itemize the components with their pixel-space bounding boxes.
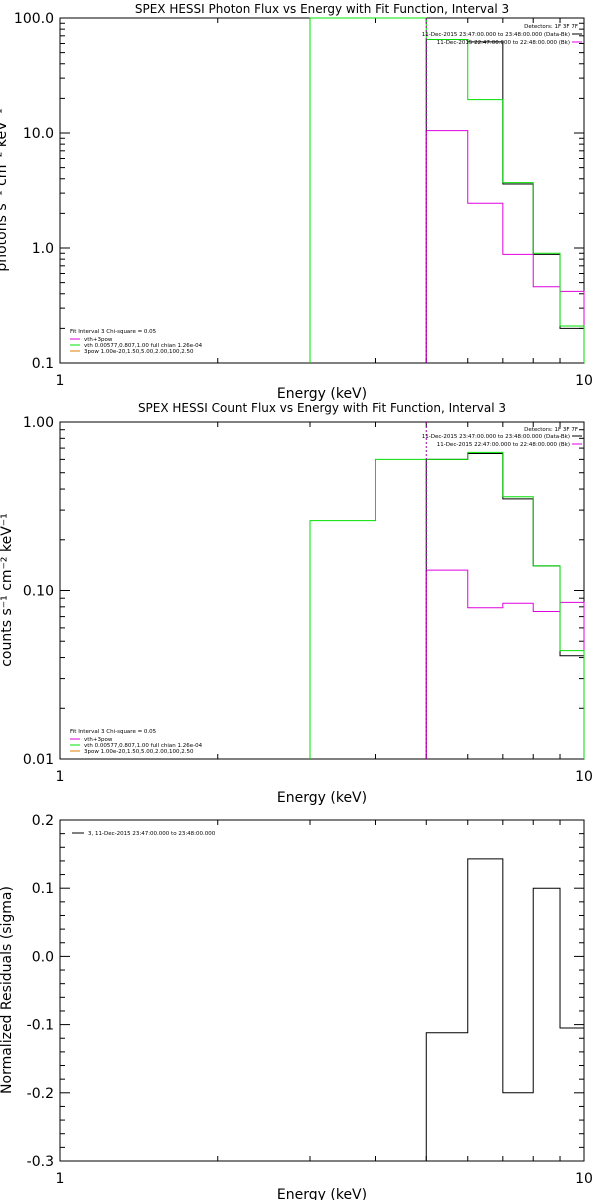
series-magenta-line bbox=[425, 569, 585, 759]
y-axis-label: photons s⁻¹ cm⁻² keV⁻¹ bbox=[0, 108, 10, 271]
info-line: Detectors: 1F 3F 7F bbox=[524, 24, 578, 30]
info-box: Detectors: 1F 3F 7F 11-Dec-2015 23:47:00… bbox=[422, 24, 582, 46]
y-tick-label: 0.2 bbox=[32, 813, 54, 829]
data-series bbox=[309, 17, 585, 363]
residuals-panel: Energy (keV) Normalized Residuals (sigma… bbox=[0, 813, 593, 1200]
info-line: 11-Dec-2015 23:47:00.000 to 23:48:00.000… bbox=[422, 434, 570, 440]
plot-frame bbox=[59, 421, 585, 760]
legend-line: 3pow 1.00e-20,1.50,5.00,2.00,100,2.50 bbox=[84, 349, 194, 355]
series-magenta-line bbox=[425, 130, 585, 363]
y-axis-label: Normalized Residuals (sigma) bbox=[0, 886, 15, 1094]
y-tick-label: -0.3 bbox=[27, 1154, 54, 1170]
plot-frame bbox=[59, 819, 585, 1162]
x-tick-label: 1 bbox=[56, 373, 65, 389]
count-flux-panel: SPEX HESSI Count Flux vs Energy with Fit… bbox=[0, 401, 593, 806]
x-tick-label: 1 bbox=[56, 1171, 65, 1187]
legend-line: Fit Interval 3 Chi-square = 0.05 bbox=[70, 329, 157, 335]
y-tick-label: 100.0 bbox=[14, 11, 54, 27]
fit-legend: Fit Interval 3 Chi-square = 0.05 vth+3po… bbox=[70, 729, 203, 755]
x-tick-label: 10 bbox=[575, 769, 593, 785]
y-tick-label: -0.2 bbox=[27, 1086, 54, 1102]
axis-ticks: 1 10 0.01 0.10 1.00 bbox=[23, 415, 593, 785]
x-axis-label: Energy (keV) bbox=[277, 1187, 367, 1200]
axis-ticks: 1 10 0.1 1.0 10.0 100.0 bbox=[14, 11, 593, 389]
y-tick-label: 0.01 bbox=[23, 752, 54, 768]
x-tick-label: 10 bbox=[575, 373, 593, 389]
y-tick-label: 10.0 bbox=[23, 126, 54, 142]
x-tick-label: 1 bbox=[56, 769, 65, 785]
y-tick-label: 0.0 bbox=[32, 949, 54, 965]
y-tick-label: 0.1 bbox=[32, 881, 54, 897]
data-series bbox=[425, 858, 585, 1161]
chart-title: SPEX HESSI Photon Flux vs Energy with Fi… bbox=[135, 2, 509, 16]
photon-flux-panel: SPEX HESSI Photon Flux vs Energy with Fi… bbox=[0, 2, 593, 402]
fit-legend: Fit Interval 3 Chi-square = 0.05 vth+3po… bbox=[70, 329, 203, 355]
x-axis-label: Energy (keV) bbox=[277, 386, 367, 402]
legend-line: 3, 11-Dec-2015 23:47:00.000 to 23:48:00.… bbox=[88, 831, 216, 837]
residual-legend: 3, 11-Dec-2015 23:47:00.000 to 23:48:00.… bbox=[72, 831, 216, 837]
series-black-line bbox=[425, 858, 585, 1161]
x-tick-label: 10 bbox=[575, 1171, 593, 1187]
series-green-line bbox=[309, 17, 585, 363]
axis-ticks: 1 10 -0.3 -0.2 -0.1 0.0 0.1 0.2 bbox=[27, 813, 593, 1187]
legend-line: Fit Interval 3 Chi-square = 0.05 bbox=[70, 729, 157, 735]
info-line: 11-Dec-2015 22:47:00.000 to 22:48:00.000… bbox=[437, 442, 570, 448]
y-axis-label: counts s⁻¹ cm⁻² keV⁻¹ bbox=[0, 513, 15, 667]
series-green-line bbox=[309, 451, 585, 759]
y-tick-label: 0.10 bbox=[23, 584, 54, 600]
plot-frame bbox=[59, 17, 585, 364]
legend-line: 3pow 1.00e-20,1.50,5.00,2.00,100,2.50 bbox=[84, 749, 194, 755]
y-tick-label: 1.00 bbox=[23, 415, 54, 431]
info-box: Detectors: 1F 3F 7F 11-Dec-2015 23:47:00… bbox=[422, 427, 582, 448]
data-series bbox=[309, 422, 585, 759]
legend-line: vth 0.00577,0.807,1.00 full chian 1.26e-… bbox=[84, 743, 203, 749]
chart-title: SPEX HESSI Count Flux vs Energy with Fit… bbox=[138, 401, 506, 415]
legend-line: vth 0.00577,0.807,1.00 full chian 1.26e-… bbox=[84, 343, 203, 349]
info-line: 11-Dec-2015 22:47:00.000 to 22:48:00.000… bbox=[437, 40, 570, 46]
info-line: Detectors: 1F 3F 7F bbox=[524, 427, 578, 433]
y-tick-label: 0.1 bbox=[32, 356, 54, 372]
y-tick-label: 1.0 bbox=[32, 241, 54, 257]
y-tick-label: -0.1 bbox=[27, 1018, 54, 1034]
legend-line: vth+3pow bbox=[84, 337, 113, 343]
x-axis-label: Energy (keV) bbox=[277, 790, 367, 806]
info-line: 11-Dec-2015 23:47:00.000 to 23:48:00.000… bbox=[422, 32, 570, 38]
legend-line: vth+3pow bbox=[84, 737, 113, 743]
